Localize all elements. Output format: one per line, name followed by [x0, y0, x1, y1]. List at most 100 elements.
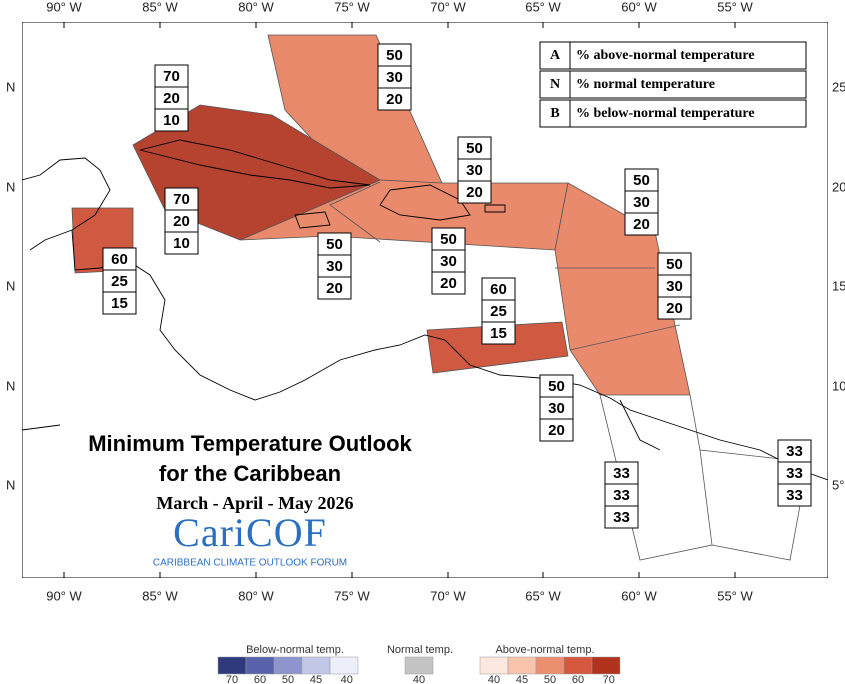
legend-label: 40	[488, 674, 500, 684]
period: March - April - May 2026	[156, 493, 353, 513]
coastline	[484, 204, 506, 213]
key-letter: B	[550, 106, 559, 121]
lon-label: 90° W	[46, 0, 82, 14]
lat-label: 20°	[832, 179, 845, 194]
outlook-box: 33 33 33	[604, 461, 639, 529]
outlook-value: 25	[490, 303, 507, 320]
lon-label: 65° W	[525, 588, 561, 603]
outlook-cell	[431, 271, 466, 295]
legend-swatch	[273, 656, 303, 675]
outlook-cell	[657, 296, 692, 320]
lon-label: 60° W	[621, 0, 657, 14]
lon-label: 80° W	[238, 0, 274, 14]
key-text: % above-normal temperature	[576, 48, 755, 63]
coastline	[294, 211, 331, 229]
outlook-value: 50	[633, 172, 650, 189]
key-cell	[539, 70, 571, 99]
outlook-value: 30	[466, 162, 483, 179]
outlook-cell	[457, 180, 492, 204]
lat-label: N	[6, 278, 15, 293]
outlook-value: 20	[326, 280, 343, 297]
outlook-value: 20	[163, 90, 180, 107]
legend-swatch	[245, 656, 275, 675]
legend-label: 50	[544, 674, 556, 684]
key-cell	[569, 41, 807, 70]
logo: CariCOF	[173, 510, 327, 555]
coastline	[379, 184, 471, 221]
legend-swatch	[404, 656, 434, 675]
outlook-value: 50	[326, 236, 343, 253]
outlook-value: 30	[633, 194, 650, 211]
outlook-value: 30	[386, 69, 403, 86]
lon-label: 85° W	[142, 588, 178, 603]
lat-label: 15°	[832, 278, 845, 293]
legend-swatch	[507, 656, 537, 675]
legend-swatch	[479, 656, 509, 675]
key-cell	[569, 99, 807, 128]
lat-label: 25°	[832, 79, 845, 94]
legend-label: 45	[310, 674, 322, 684]
legend-swatch	[217, 656, 247, 675]
legend-label: 40	[341, 674, 353, 684]
outlook-cell	[102, 291, 137, 315]
outlook-box: 50 30 20	[539, 374, 574, 442]
outlook-value: 25	[111, 273, 128, 290]
outlook-box: 60 25 15	[481, 277, 516, 345]
outlook-value: 20	[633, 216, 650, 233]
outlook-value: 10	[173, 235, 190, 252]
outlook-value: 50	[666, 256, 683, 273]
legend-label: 70	[603, 674, 615, 684]
outlook-box: 70 20 10	[154, 64, 189, 132]
lat-label: N	[6, 79, 15, 94]
outlook-box: 70 20 10	[164, 187, 199, 255]
outlook-box: 50 30 20	[377, 43, 412, 111]
lon-label: 55° W	[717, 588, 753, 603]
outlook-value: 60	[111, 251, 128, 268]
outlook-box: 50 30 20	[431, 227, 466, 295]
legend-label: 60	[572, 674, 584, 684]
legend-label: 45	[516, 674, 528, 684]
region-line	[569, 324, 681, 351]
title: for the Caribbean	[159, 461, 341, 486]
outlook-cell	[164, 231, 199, 255]
key-letter: A	[550, 48, 561, 63]
outlook-cell	[777, 483, 812, 507]
legend-label: 40	[413, 674, 425, 684]
legend-title: Normal temp.	[387, 644, 453, 656]
outlook-value: 50	[466, 140, 483, 157]
outlook-value: 30	[326, 258, 343, 275]
outlook-value: 20	[173, 213, 190, 230]
outlook-value: 20	[466, 184, 483, 201]
lon-label: 80° W	[238, 588, 274, 603]
key-cell	[539, 41, 571, 70]
outlook-value: 33	[613, 509, 630, 526]
outlook-box: 33 33 33	[777, 439, 812, 507]
region-line	[699, 449, 809, 561]
legend-swatch	[329, 656, 359, 675]
outlook-box: 50 30 20	[317, 232, 352, 300]
outlook-value: 20	[386, 91, 403, 108]
legend-swatch	[535, 656, 565, 675]
legend-label: 60	[254, 674, 266, 684]
legend-title: Below-normal temp.	[246, 644, 344, 656]
legend-swatch	[563, 656, 593, 675]
outlook-cell	[154, 108, 189, 132]
outlook-value: 20	[548, 422, 565, 439]
key-cell	[539, 99, 571, 128]
outlook-value: 70	[173, 191, 190, 208]
legend-title: Above-normal temp.	[495, 644, 594, 656]
lat-label: 10°	[832, 378, 845, 393]
legend-swatch	[301, 656, 331, 675]
lon-label: 65° W	[525, 0, 561, 14]
lon-label: 55° W	[717, 0, 753, 14]
outlook-value: 50	[548, 378, 565, 395]
region-line	[329, 181, 381, 243]
key-text: % below-normal temperature	[576, 106, 755, 121]
outlook-value: 70	[163, 68, 180, 85]
lon-label: 70° W	[430, 588, 466, 603]
outlook-box: 50 30 20	[657, 252, 692, 320]
key-cell	[569, 70, 807, 99]
lon-label: 90° W	[46, 588, 82, 603]
outlook-value: 15	[111, 295, 128, 312]
key-text: % normal temperature	[576, 77, 715, 92]
